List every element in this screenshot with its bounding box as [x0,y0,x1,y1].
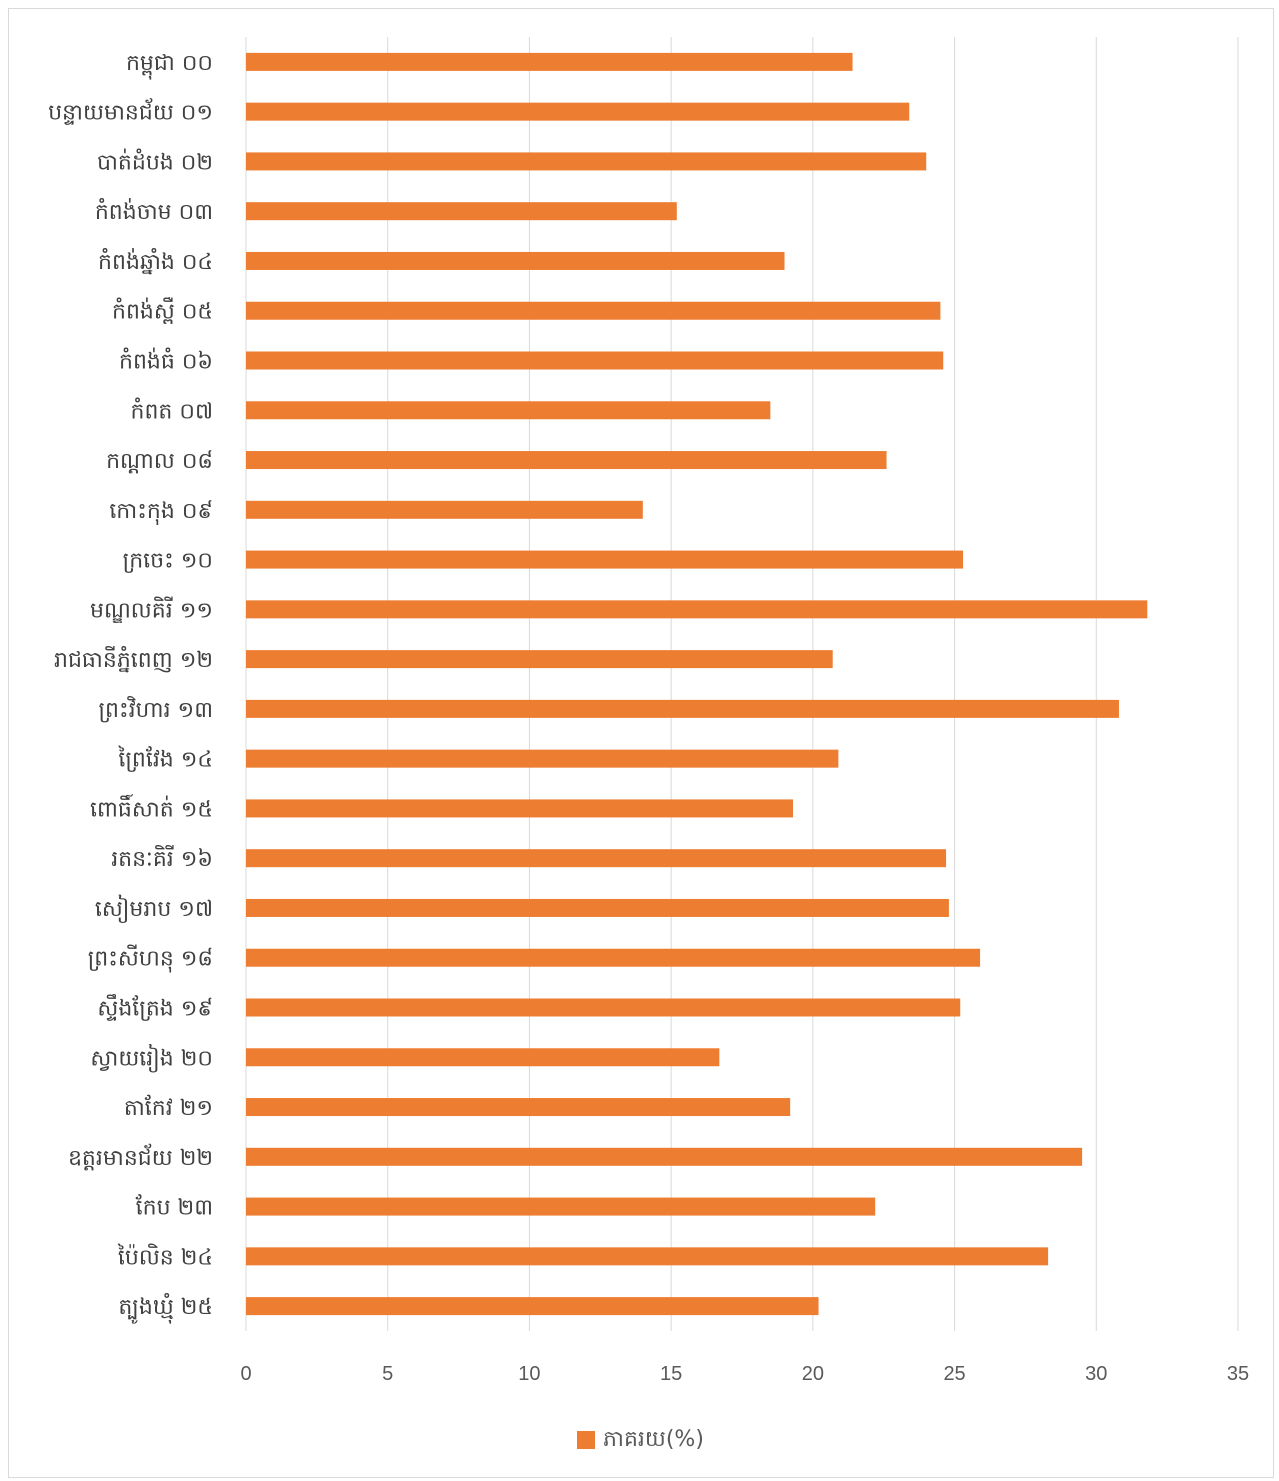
bar-18 [246,948,981,967]
legend-swatch [577,1431,595,1449]
category-label-18: ព្រះសីហនុ ១៨ [88,945,213,973]
bar-6 [246,351,944,370]
bar-25 [246,1297,819,1316]
bar-24 [246,1247,1049,1266]
bar-12 [246,650,833,669]
category-label-1: បន្ទាយមានជ័យ ០១ [48,98,213,126]
category-label-10: ក្រចេះ ១០ [123,549,213,574]
bar-2 [246,152,927,171]
category-label-8: កណ្តាល ០៨ [106,449,213,474]
category-label-2: បាត់ដំបង ០២ [97,148,213,175]
bar-11 [246,600,1148,619]
bar-3 [246,202,677,221]
bar-13 [246,699,1119,718]
x-tick-label-7: 35 [1227,1363,1249,1385]
bar-7 [246,401,771,420]
x-tick-label-4: 20 [802,1363,824,1385]
category-label-11: មណ្ឌលគិរី ១១ [90,596,213,623]
category-label-22: ឧត្តរមានជ័យ ២២ [68,1143,213,1171]
category-label-9: កោះកុង ០៩ [109,499,213,525]
bar-20 [246,1048,720,1067]
bar-17 [246,898,949,917]
x-tick-label-3: 15 [660,1363,682,1385]
bar-22 [246,1147,1083,1166]
x-tick-label-6: 30 [1085,1363,1107,1385]
category-label-14: ព្រៃវែង ១៤ [117,746,213,773]
category-label-5: កំពង់ស្ពឺ ០៥ [112,297,213,325]
bar-21 [246,1098,791,1117]
bar-19 [246,998,961,1017]
category-label-16: រតនៈគិរី ១៦ [111,845,213,872]
bar-0 [246,52,853,71]
category-label-23: កែប ២៣ [136,1194,213,1221]
bar-23 [246,1197,876,1216]
category-label-3: កំពង់ចាម ០៣ [95,198,213,225]
category-label-21: តាកែវ ២១ [124,1094,213,1121]
category-label-7: កំពត ០៧ [130,397,213,424]
category-label-6: កំពង់ធំ ០៦ [119,348,213,375]
x-tick-label-1: 5 [382,1363,393,1385]
bar-1 [246,102,910,121]
category-label-4: កំពង់ឆ្នាំង ០៤ [98,248,213,275]
category-label-12: រាជធានីភ្នំពេញ ១២ [54,646,213,673]
bar-5 [246,301,941,320]
category-label-17: សៀមរាប ១៧ [95,894,213,923]
x-tick-label-0: 0 [240,1363,251,1385]
x-tick-label-2: 10 [518,1363,540,1385]
legend-label: ភាគរយ(%) [603,1427,704,1452]
bar-10 [246,550,964,569]
category-label-20: ស្វាយរៀង ២០ [90,1043,213,1072]
bar-15 [246,799,794,818]
category-label-15: ពោធិ៍សាត់ ១៥ [90,793,213,822]
bar-8 [246,451,887,470]
category-label-0: កម្ពុជា ០០ [126,51,213,80]
category-label-25: ត្បូងឃ្មុំ ២៥ [118,1293,213,1324]
chart-frame: កម្ពុជា ០០បន្ទាយមានជ័យ ០១បាត់ដំបង ០២កំពង… [8,8,1274,1478]
x-tick-label-5: 25 [943,1363,965,1385]
bar-16 [246,849,947,868]
bar-4 [246,251,785,270]
category-label-19: ស្ទឹងត្រែង ១៩ [97,994,213,1022]
bar-9 [246,500,643,519]
category-label-24: ប៉ៃលិន ២៤ [117,1243,213,1270]
category-label-13: ព្រះវិហារ ១៣ [98,696,213,723]
bar-14 [246,749,839,768]
